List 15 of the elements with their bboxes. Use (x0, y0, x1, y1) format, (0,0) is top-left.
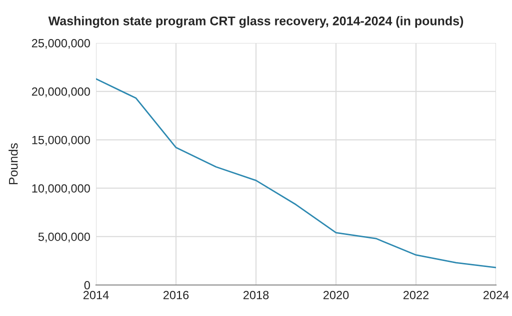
y-tick-label: 20,000,000 (32, 87, 90, 98)
y-tick-label: 0 (84, 281, 90, 290)
line-series (96, 78, 496, 268)
y-tick-label: 5,000,000 (38, 232, 90, 242)
y-tick-label: 15,000,000 (32, 136, 90, 146)
chart-title: Washington state program CRT glass recovery, 2014-2024 (in pounds) (48, 16, 464, 28)
x-tick-label: 2020 (323, 290, 349, 300)
y-tick-label: 25,000,000 (32, 39, 90, 49)
y-axis-title: Pounds (8, 143, 18, 184)
x-tick-label: 2018 (243, 290, 269, 300)
x-tick-label: 2014 (83, 290, 109, 300)
y-tick-label: 10,000,000 (32, 184, 90, 194)
x-tick-label: 2022 (403, 290, 429, 300)
x-tick-label: 2016 (163, 290, 189, 300)
x-tick-label: 2024 (483, 290, 509, 300)
